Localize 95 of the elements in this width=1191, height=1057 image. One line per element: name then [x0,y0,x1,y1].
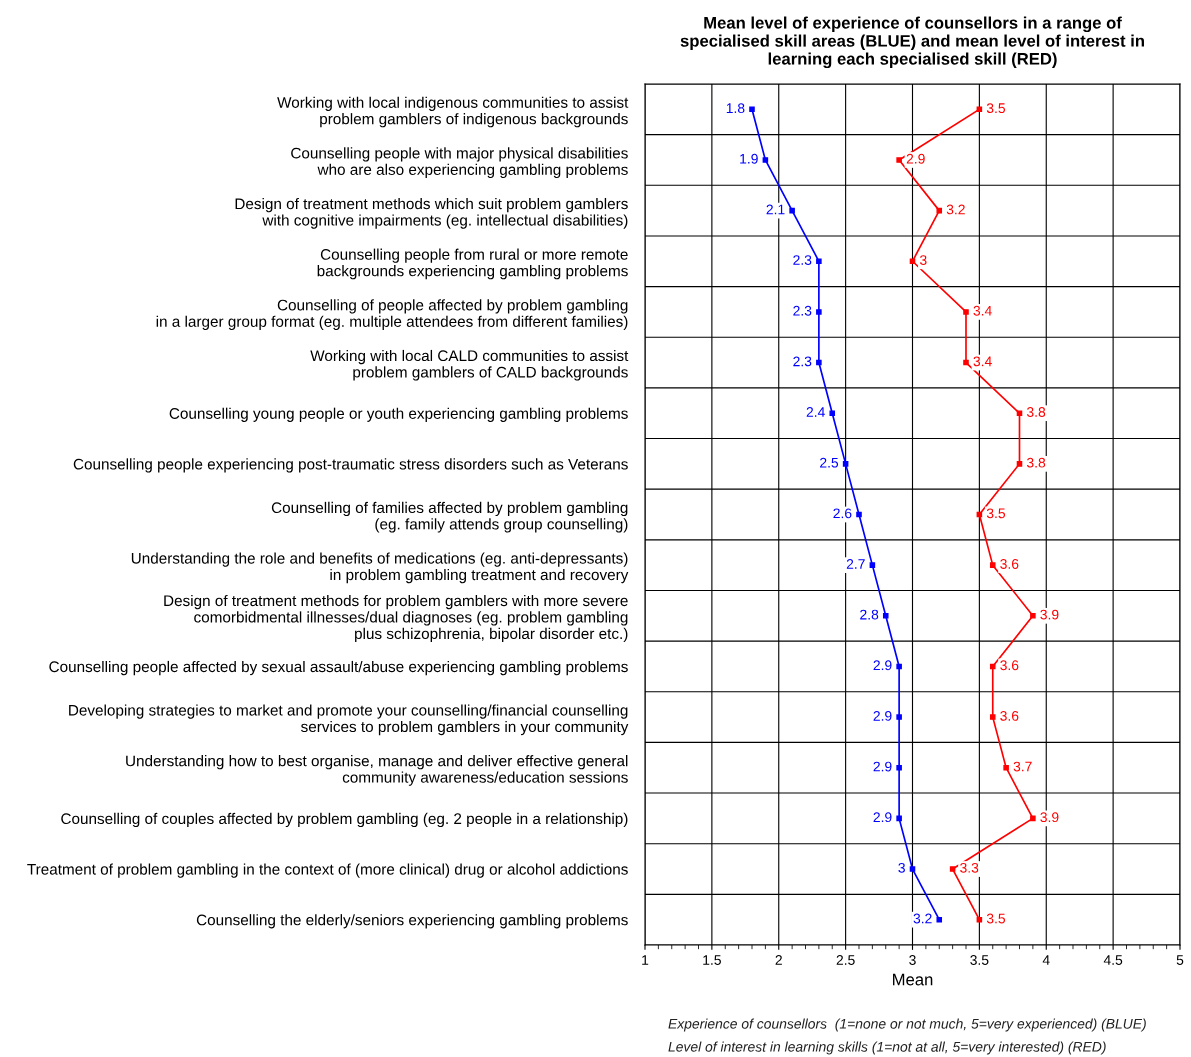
point [816,359,822,366]
data-label: 2.3 [793,255,812,265]
data-label: 3.2 [913,913,932,924]
data-label: 2.6 [833,508,852,519]
data-label: 2.3 [793,305,812,316]
point [896,663,902,670]
point [789,207,795,214]
data-label: 3.2 [946,204,965,215]
x-tick-label: 2.5 [836,955,855,965]
x-tick-label: 2 [775,955,782,965]
data-label: 3.4 [973,305,992,316]
point [963,309,969,315]
data-label: 2.5 [820,457,839,468]
y-tick-label: Counselling young people or youth experiencing gambling problems [169,407,628,422]
x-tick-label: 5 [1176,955,1184,965]
data-label: 3.9 [1040,812,1059,823]
point [989,714,996,720]
data-label: 3.4 [973,356,992,367]
point [856,511,862,518]
point [1030,613,1036,619]
point [909,866,916,872]
point [896,815,902,822]
point [949,866,956,872]
x-axis-title: Mean [893,973,933,986]
point [896,157,902,163]
point [842,461,849,467]
data-label: 2.9 [873,761,892,772]
point [1016,410,1023,416]
point [762,157,769,163]
data-label: 2.9 [873,660,892,671]
y-tick-label: Understanding the role and benefits of medications (eg. anti-depressants) in problem gambling treatment and recovery [131,552,629,584]
point [896,714,902,720]
data-label: 2.9 [873,812,892,823]
data-label: 3.9 [1040,609,1059,620]
y-tick-label: Counselling people experiencing post-traumatic stress disorders such as Veterans [73,458,628,473]
y-tick-label: Counselling of people affected by problem gambling in a larger group format (eg. multiple attendees from different families) [156,299,628,330]
data-label: 3.6 [1000,660,1019,671]
data-label: 3.8 [1026,457,1046,468]
y-tick-label: Counselling people affected by sexual assault/abuse experiencing gambling problems [49,660,628,676]
point [816,258,822,265]
data-label: 3.5 [986,508,1006,519]
data-label: 3.6 [1000,559,1019,569]
point [936,207,943,214]
y-tick-label: Developing strategies to market and promote your counselling/financial counselling services to problem gamblers in your community [69,704,629,736]
data-label: 1.8 [726,103,745,114]
chart-title: Mean level of experience of counsellors in a range of specialised skill areas (BLUE) and mean level of interest in learning each specialised skill (RED) [680,16,1144,69]
text: Experience of counsellors (1=none or not much, 5=very experienced) (BLUE) [668,1018,1146,1032]
data-label: 3.5 [986,913,1006,924]
data-label: 2.9 [873,710,892,721]
x-tick-label: 4.5 [1103,955,1123,965]
y-tick-label: Counselling of families affected by problem gambling (eg. family attends group counselling) [271,501,628,533]
point [1030,815,1036,822]
x-tick-label: 4 [1042,955,1050,965]
data-label: 2.1 [766,204,785,215]
data-label: 2.9 [906,153,925,164]
data-label: 3.6 [1000,710,1019,721]
data-label: 3 [919,255,927,265]
y-tick-label: Working with local indigenous communities to assist problem gamblers of indigenous backgrounds [277,96,629,128]
data-label: 3 [898,862,905,873]
point [749,106,755,113]
point [1003,764,1009,771]
data-label: 2.4 [806,407,825,417]
point [989,562,996,568]
data-label: 3.5 [986,103,1006,114]
point [963,359,969,366]
data-label: 2.8 [860,609,879,620]
point [989,663,996,670]
data-label: 1.9 [740,153,758,164]
y-tick-label: Design of treatment methods which suit problem gamblers with cognitive impairments (eg. intellectual disabilities) [235,197,628,229]
point [1016,461,1023,467]
point [829,410,836,416]
data-label: 3.3 [960,862,979,873]
y-tick-label: Design of treatment methods for problem gamblers with more severe comorbidmental illnesses/dual diagnoses (eg. problem gambling plus schizophrenia, bipolar disorder etc.) [164,594,628,643]
point [869,562,876,568]
point [909,258,916,265]
x-tick-label: 3.5 [970,955,989,965]
data-label: 3.8 [1026,407,1046,417]
point [882,613,889,619]
y-tick-label: Counselling of couples affected by problem gambling (eg. 2 people in a relationship) [61,812,628,828]
y-tick-label: Counselling the elderly/seniors experiencing gambling problems [196,914,628,929]
y-tick-label: Counselling people from rural or more remote backgrounds experiencing gambling problems [317,248,628,280]
y-tick-label: Understanding how to best organise, manage and deliver effective general community awareness/education sessions [126,755,628,786]
x-tick-label: 3 [909,955,916,965]
y-tick-label: Treatment of problem gambling in the context of (more clinical) drug or alcohol addictions [27,863,628,878]
x-tick-label: 1 [642,955,649,965]
data-label: 3.7 [1013,761,1032,772]
x-tick-label: 1.5 [703,955,721,965]
y-tick-label: Working with local CALD communities to assist problem gamblers of CALD backgrounds [310,349,629,381]
text: Level of interest in learning skills (1=not at all, 5=very interested) (RED) [668,1041,1106,1055]
data-label: 2.7 [846,559,865,569]
point [896,764,902,771]
point [816,309,822,315]
point [936,916,943,923]
data-label: 2.3 [793,356,812,367]
y-tick-label: Counselling people with major physical disabilities who are also experiencing gambling problems [291,147,628,179]
